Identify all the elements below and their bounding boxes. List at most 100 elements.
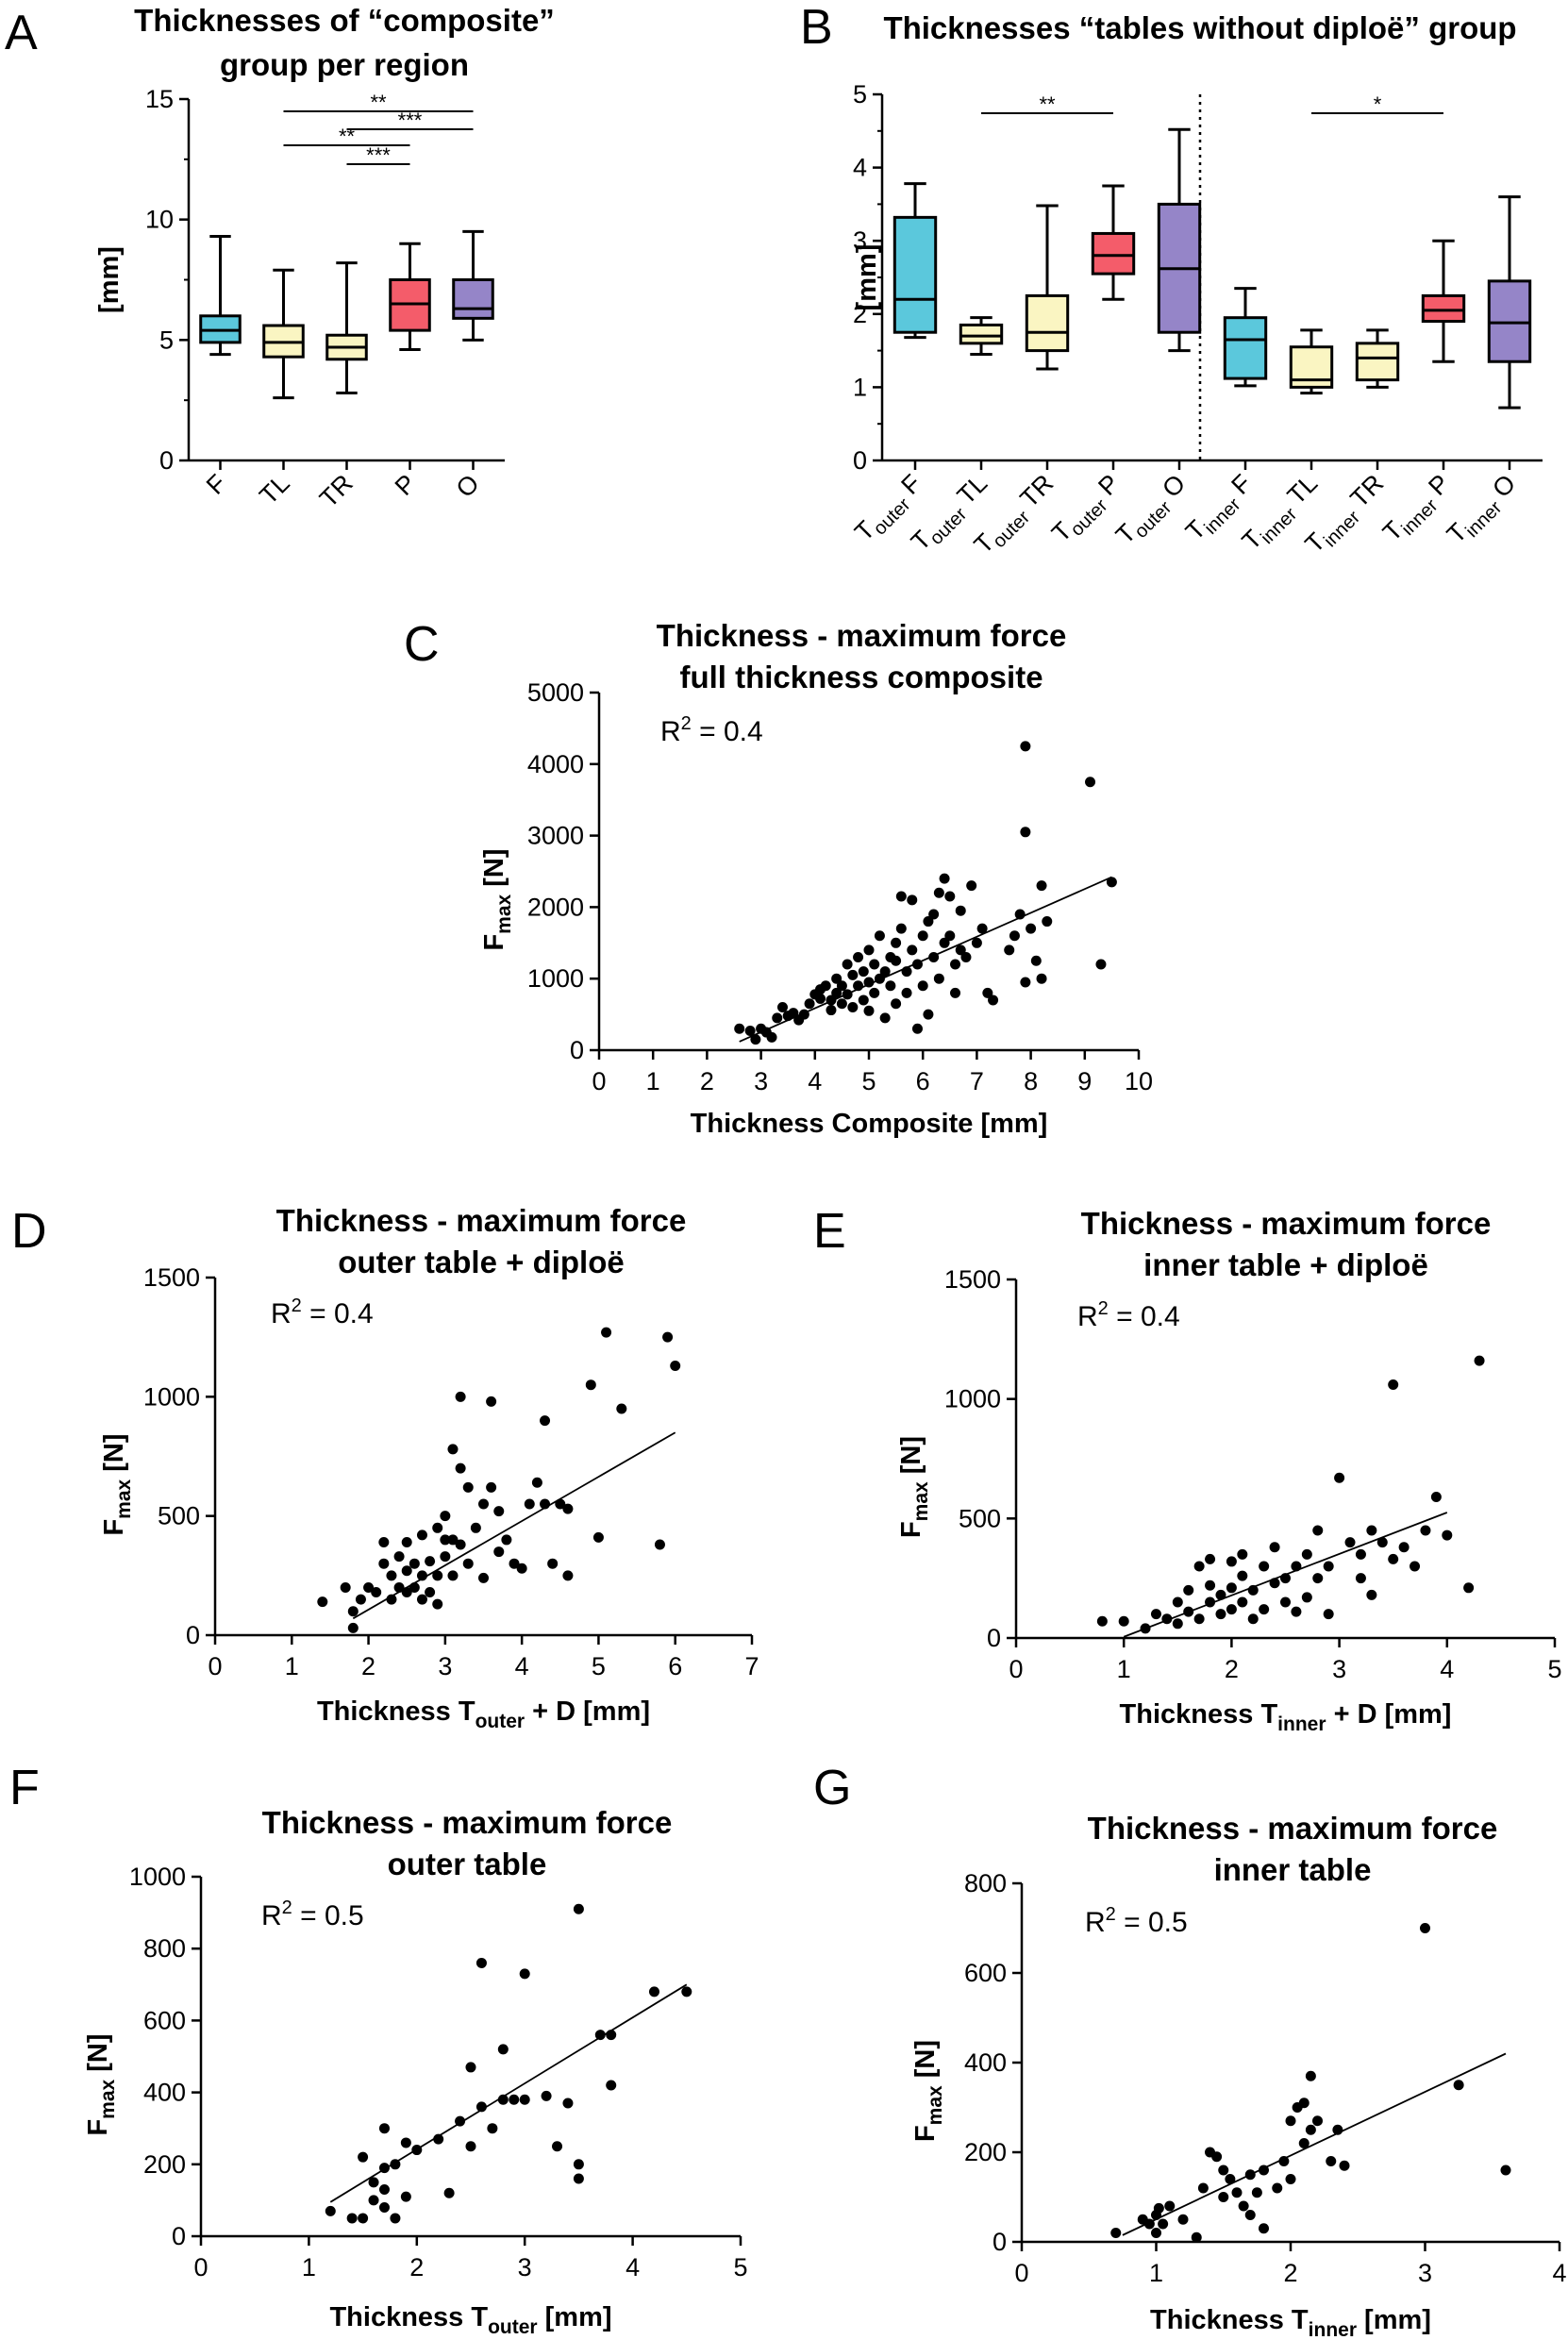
panel-G-data-point — [1285, 2115, 1296, 2127]
box-iqr — [1355, 342, 1400, 382]
panel-C-data-point — [858, 994, 869, 1006]
panel-G-data-point — [1312, 2115, 1323, 2127]
panel-E-data-point — [1323, 1561, 1334, 1572]
panel-E-data-point — [1280, 1573, 1291, 1584]
panel-D-data-point — [585, 1379, 596, 1391]
panel-D-data-point — [401, 1565, 412, 1577]
panel-F-y-tick-label: 400 — [143, 2079, 186, 2107]
panel-F-y-tick-label: 1000 — [129, 1863, 186, 1891]
panel-G-data-point — [1305, 2124, 1316, 2135]
panel-E-data-point — [1183, 1606, 1194, 1617]
panel-E-data-point — [1355, 1573, 1366, 1584]
panel-D-data-point — [401, 1536, 412, 1547]
panel-E-data-point — [1410, 1561, 1421, 1572]
panel-C-data-point — [750, 1034, 761, 1045]
panel-D-x-tick-label: 5 — [592, 1652, 606, 1680]
panel-C-y-tick-label: 5000 — [527, 678, 584, 707]
panel-D-data-point — [386, 1570, 397, 1581]
panel-F-x-tick-label: 2 — [409, 2253, 424, 2282]
panel-G-data-point — [1143, 2218, 1155, 2230]
panel-C-data-point — [1085, 777, 1096, 788]
panel-G-data-point — [1211, 2151, 1223, 2163]
panel-D-data-point — [592, 1531, 604, 1543]
panel-F-data-point — [455, 2115, 466, 2127]
panel-C-data-point — [891, 998, 902, 1010]
panel-C-y-label: Fmax [N] — [479, 848, 515, 950]
panel-C-data-point — [976, 923, 988, 934]
panel-C-data-point — [907, 944, 918, 956]
panel-G-data-point — [1339, 2160, 1350, 2171]
panel-D-data-point — [478, 1572, 489, 1583]
panel-E-data-point — [1366, 1589, 1377, 1600]
panel-C-data-point — [853, 980, 864, 992]
panel-E-y-tick-label: 0 — [987, 1624, 1001, 1652]
panel-E-title-line-2: inner table + diploë — [1143, 1247, 1428, 1282]
panel-letter-g: G — [813, 1761, 851, 1815]
panel-D-data-point — [425, 1556, 436, 1567]
panel-E-x-tick-label: 4 — [1440, 1655, 1454, 1683]
panel-B-x-tick-label: Touter O — [1110, 469, 1195, 554]
panel-F-data-point — [606, 2030, 617, 2041]
panel-E-data-point — [1312, 1573, 1324, 1584]
panel-A-significance-label: *** — [398, 109, 423, 132]
box-iqr — [1487, 279, 1532, 363]
panel-F-r2-annotation: R2 = 0.5 — [261, 1897, 364, 1931]
panel-C-data-point — [772, 1012, 783, 1024]
panel-B-x-tick-label: Touter P — [1046, 469, 1128, 551]
panel-G-data-point — [1164, 2200, 1176, 2212]
panel-C-data-point — [776, 1002, 788, 1013]
panel-E-data-point — [1291, 1606, 1302, 1617]
panel-D-data-point — [547, 1558, 559, 1569]
panel-F-regression-line — [329, 1983, 688, 2203]
panel-G-data-point — [1218, 2164, 1229, 2176]
panel-E-data-point — [1247, 1613, 1259, 1625]
panel-G-data-point — [1259, 2223, 1269, 2234]
panel-D-data-point — [654, 1539, 665, 1550]
panel-C-x-tick-label: 1 — [646, 1067, 660, 1095]
panel-D-data-point — [347, 1606, 359, 1617]
panel-G-data-point — [1285, 2174, 1296, 2184]
panel-E-data-point — [1442, 1529, 1453, 1541]
panel-A-y-tick-label: 10 — [145, 206, 174, 234]
panel-B-title-line-1: Thicknesses “tables without diploë” grou… — [883, 10, 1516, 45]
panel-G-data-point — [1238, 2200, 1249, 2212]
panel-D-data-point — [524, 1498, 535, 1510]
panel-B-chart: Thicknesses “tables without diploë” grou… — [849, 10, 1543, 560]
panel-C-data-point — [874, 930, 885, 942]
panel-G-data-point — [1259, 2164, 1269, 2176]
panel-D-data-point — [670, 1360, 681, 1371]
panel-E-x-label: Thickness Tinner + D [mm] — [1120, 1699, 1452, 1735]
panel-C-title-line-1: Thickness - maximum force — [657, 618, 1067, 653]
panel-G-data-point — [1420, 1923, 1430, 1933]
panel-C-data-point — [917, 980, 928, 992]
panel-D-data-point — [447, 1570, 459, 1581]
panel-C-data-point — [863, 944, 875, 956]
panel-C-chart: Thickness - maximum force full thickness … — [479, 618, 1153, 1139]
panel-F-data-point — [411, 2145, 423, 2156]
panel-F-data-point — [562, 2098, 574, 2109]
panel-letter-a: A — [5, 6, 38, 60]
panel-G-y-tick-label: 600 — [964, 1959, 1007, 1987]
panel-E-x-tick-label: 3 — [1332, 1655, 1346, 1683]
panel-F-data-point — [358, 2151, 369, 2163]
panel-D-data-point — [416, 1529, 427, 1541]
panel-D-data-point — [440, 1511, 451, 1522]
panel-D-x-label: Thickness Touter + D [mm] — [317, 1696, 650, 1732]
panel-F-data-point — [573, 2159, 584, 2170]
panel-C-data-point — [1030, 955, 1042, 966]
panel-F-data-point — [465, 2062, 476, 2073]
panel-E-data-point — [1301, 1548, 1312, 1560]
panel-C-data-point — [831, 987, 842, 998]
panel-D-data-point — [409, 1558, 420, 1569]
panel-C-y-tick-label: 2000 — [527, 893, 584, 921]
panel-G-y-tick-label: 200 — [964, 2138, 1007, 2166]
panel-G-data-point — [1197, 2182, 1209, 2194]
panel-D-y-tick-label: 1000 — [143, 1382, 200, 1411]
panel-G-title-line-1: Thickness - maximum force — [1088, 1811, 1498, 1846]
panel-E-data-point — [1226, 1556, 1237, 1567]
panel-C-data-point — [858, 966, 869, 978]
panel-F-x-tick-label: 4 — [626, 2253, 640, 2282]
panel-F-data-point — [606, 2080, 617, 2091]
panel-A-x-tick-label: TL — [254, 469, 294, 510]
